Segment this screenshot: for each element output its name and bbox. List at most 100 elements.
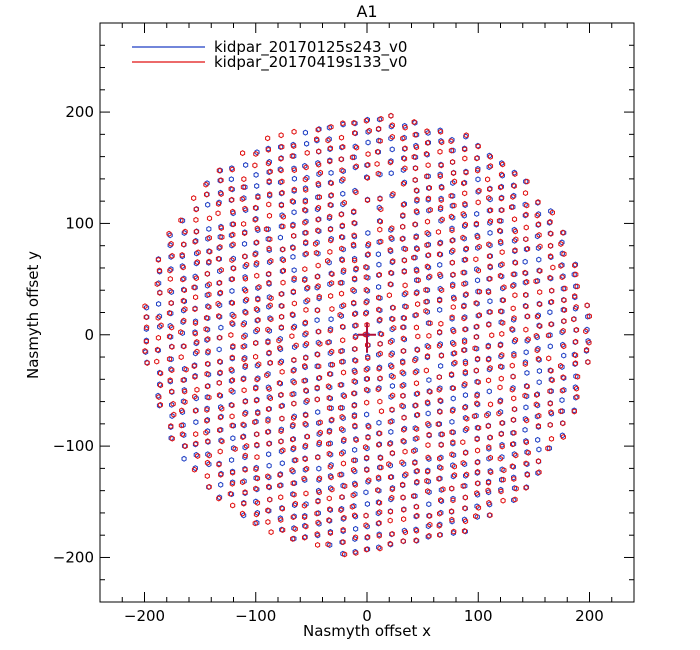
point-series-2 <box>327 327 333 334</box>
point-series-1 <box>462 314 468 321</box>
point-series-2 <box>390 304 396 311</box>
point-series-2 <box>423 150 429 157</box>
point-series-2 <box>266 440 272 447</box>
point-series-2 <box>449 407 456 414</box>
point-series-1 <box>424 287 431 294</box>
point-series-2 <box>376 499 383 506</box>
point-series-2 <box>291 491 297 498</box>
point-series-2 <box>523 460 529 467</box>
x-tick-label: −100 <box>235 607 276 625</box>
point-series-1 <box>486 308 492 315</box>
point-series-1 <box>376 317 382 324</box>
point-series-2 <box>475 468 481 475</box>
point-series-2 <box>316 475 323 482</box>
point-series-2 <box>535 199 541 206</box>
point-series-1 <box>304 140 310 147</box>
point-series-2 <box>142 303 148 310</box>
point-series-1 <box>522 279 528 286</box>
point-series-2 <box>524 202 530 209</box>
point-series-1 <box>230 321 236 328</box>
point-series-1 <box>364 501 370 507</box>
point-series-2 <box>524 383 530 390</box>
point-series-2 <box>265 326 271 333</box>
point-series-2 <box>487 365 493 371</box>
point-series-2 <box>303 229 309 236</box>
point-series-1 <box>535 244 542 251</box>
point-series-1 <box>462 528 468 535</box>
point-series-1 <box>426 455 432 462</box>
point-series-2 <box>203 429 209 436</box>
point-series-2 <box>182 228 188 235</box>
point-series-2 <box>509 386 515 393</box>
point-series-2 <box>239 479 246 486</box>
point-series-2 <box>303 164 309 171</box>
point-series-2 <box>191 284 197 291</box>
point-series-2 <box>154 346 161 353</box>
point-series-2 <box>291 128 297 135</box>
point-series-2 <box>500 319 506 326</box>
point-series-2 <box>244 296 250 303</box>
point-series-2 <box>278 291 284 298</box>
point-series-1 <box>414 131 420 138</box>
point-series-1 <box>364 466 370 473</box>
point-series-2 <box>229 413 235 420</box>
point-series-1 <box>290 198 297 205</box>
point-series-2 <box>474 490 480 497</box>
point-series-2 <box>280 213 286 220</box>
point-series-1 <box>522 415 528 422</box>
point-series-1 <box>426 501 432 508</box>
point-series-1 <box>218 324 224 331</box>
point-series-1 <box>327 395 333 402</box>
point-series-2 <box>317 340 323 347</box>
point-series-1 <box>401 336 408 343</box>
point-series-2 <box>414 390 421 397</box>
point-series-1 <box>475 288 481 295</box>
point-series-2 <box>329 348 335 355</box>
point-series-1 <box>204 405 210 412</box>
point-series-1 <box>561 352 567 359</box>
point-series-2 <box>230 502 236 509</box>
point-series-2 <box>548 230 554 237</box>
point-series-2 <box>390 258 396 265</box>
point-series-2 <box>216 379 222 386</box>
point-series-2 <box>327 530 334 537</box>
point-series-2 <box>523 484 529 491</box>
x-tick-label: −200 <box>124 607 165 625</box>
point-series-2 <box>326 440 332 447</box>
point-series-1 <box>499 172 505 179</box>
point-series-2 <box>401 268 407 275</box>
point-series-1 <box>340 415 346 422</box>
point-series-2 <box>375 386 381 393</box>
point-series-2 <box>217 289 224 296</box>
point-series-2 <box>534 347 540 354</box>
point-series-1 <box>425 173 431 180</box>
point-series-1 <box>486 164 492 171</box>
point-series-2 <box>252 251 258 258</box>
point-series-2 <box>449 516 455 523</box>
point-series-2 <box>472 345 478 352</box>
point-series-2 <box>386 461 392 468</box>
point-series-1 <box>192 350 199 357</box>
point-series-1 <box>499 308 505 315</box>
point-series-2 <box>500 497 506 504</box>
point-series-1 <box>169 401 175 408</box>
point-series-2 <box>339 167 345 174</box>
point-series-2 <box>415 333 421 340</box>
point-series-2 <box>400 212 406 219</box>
point-series-2 <box>378 115 384 122</box>
point-series-2 <box>573 338 579 345</box>
point-series-1 <box>266 303 272 310</box>
point-series-2 <box>402 282 408 289</box>
point-series-2 <box>290 514 296 521</box>
point-series-1 <box>401 179 408 186</box>
point-series-1 <box>412 254 418 261</box>
point-series-2 <box>265 339 271 346</box>
point-series-2 <box>328 474 334 481</box>
point-series-2 <box>301 277 308 284</box>
point-series-2 <box>498 195 504 202</box>
point-series-2 <box>572 352 579 359</box>
point-series-1 <box>486 355 492 362</box>
point-series-2 <box>451 295 457 302</box>
point-series-2 <box>302 456 308 463</box>
point-series-1 <box>510 385 516 391</box>
